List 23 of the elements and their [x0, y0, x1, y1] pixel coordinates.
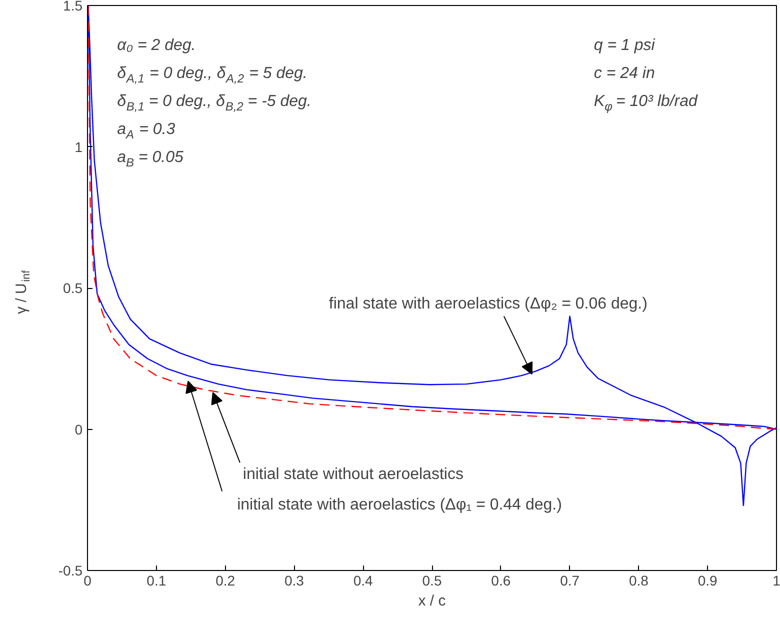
- annotation: initial state with aeroelastics (Δφ₁ = 0.44 deg.): [237, 496, 562, 514]
- y-tick-label: 1: [74, 138, 83, 155]
- y-tick-label: -0.5: [58, 562, 83, 578]
- annotation: initial state without aeroelastics: [242, 466, 464, 484]
- x-tick-label: 0.2: [216, 572, 236, 588]
- x-tick-label: 0.1: [146, 572, 166, 588]
- y-axis-title: γ / Uinf: [13, 269, 32, 314]
- x-tick-label: 0.6: [491, 572, 511, 588]
- y-tick-label: 0.5: [63, 280, 83, 296]
- y-tick-label: 1.5: [63, 0, 83, 14]
- x-tick-label: 0.4: [353, 572, 374, 588]
- annotation: q = 1 psi: [594, 37, 656, 54]
- annotation: α₀ = 2 deg.: [117, 37, 196, 54]
- x-tick-label: 0.8: [628, 572, 649, 588]
- annotation: final state with aeroelastics (Δφ₂ = 0.06 deg.): [328, 296, 648, 313]
- x-tick-label: 0.5: [422, 572, 442, 588]
- y-tick-label: 0: [74, 421, 83, 438]
- annotation: c = 24 in: [594, 65, 655, 82]
- x-tick-label: 0.9: [698, 572, 718, 588]
- x-axis-title: x / c: [418, 592, 446, 610]
- x-tick-label: 1: [772, 572, 780, 588]
- x-tick-label: 0.3: [284, 572, 304, 588]
- x-tick-label: 0.7: [560, 572, 580, 588]
